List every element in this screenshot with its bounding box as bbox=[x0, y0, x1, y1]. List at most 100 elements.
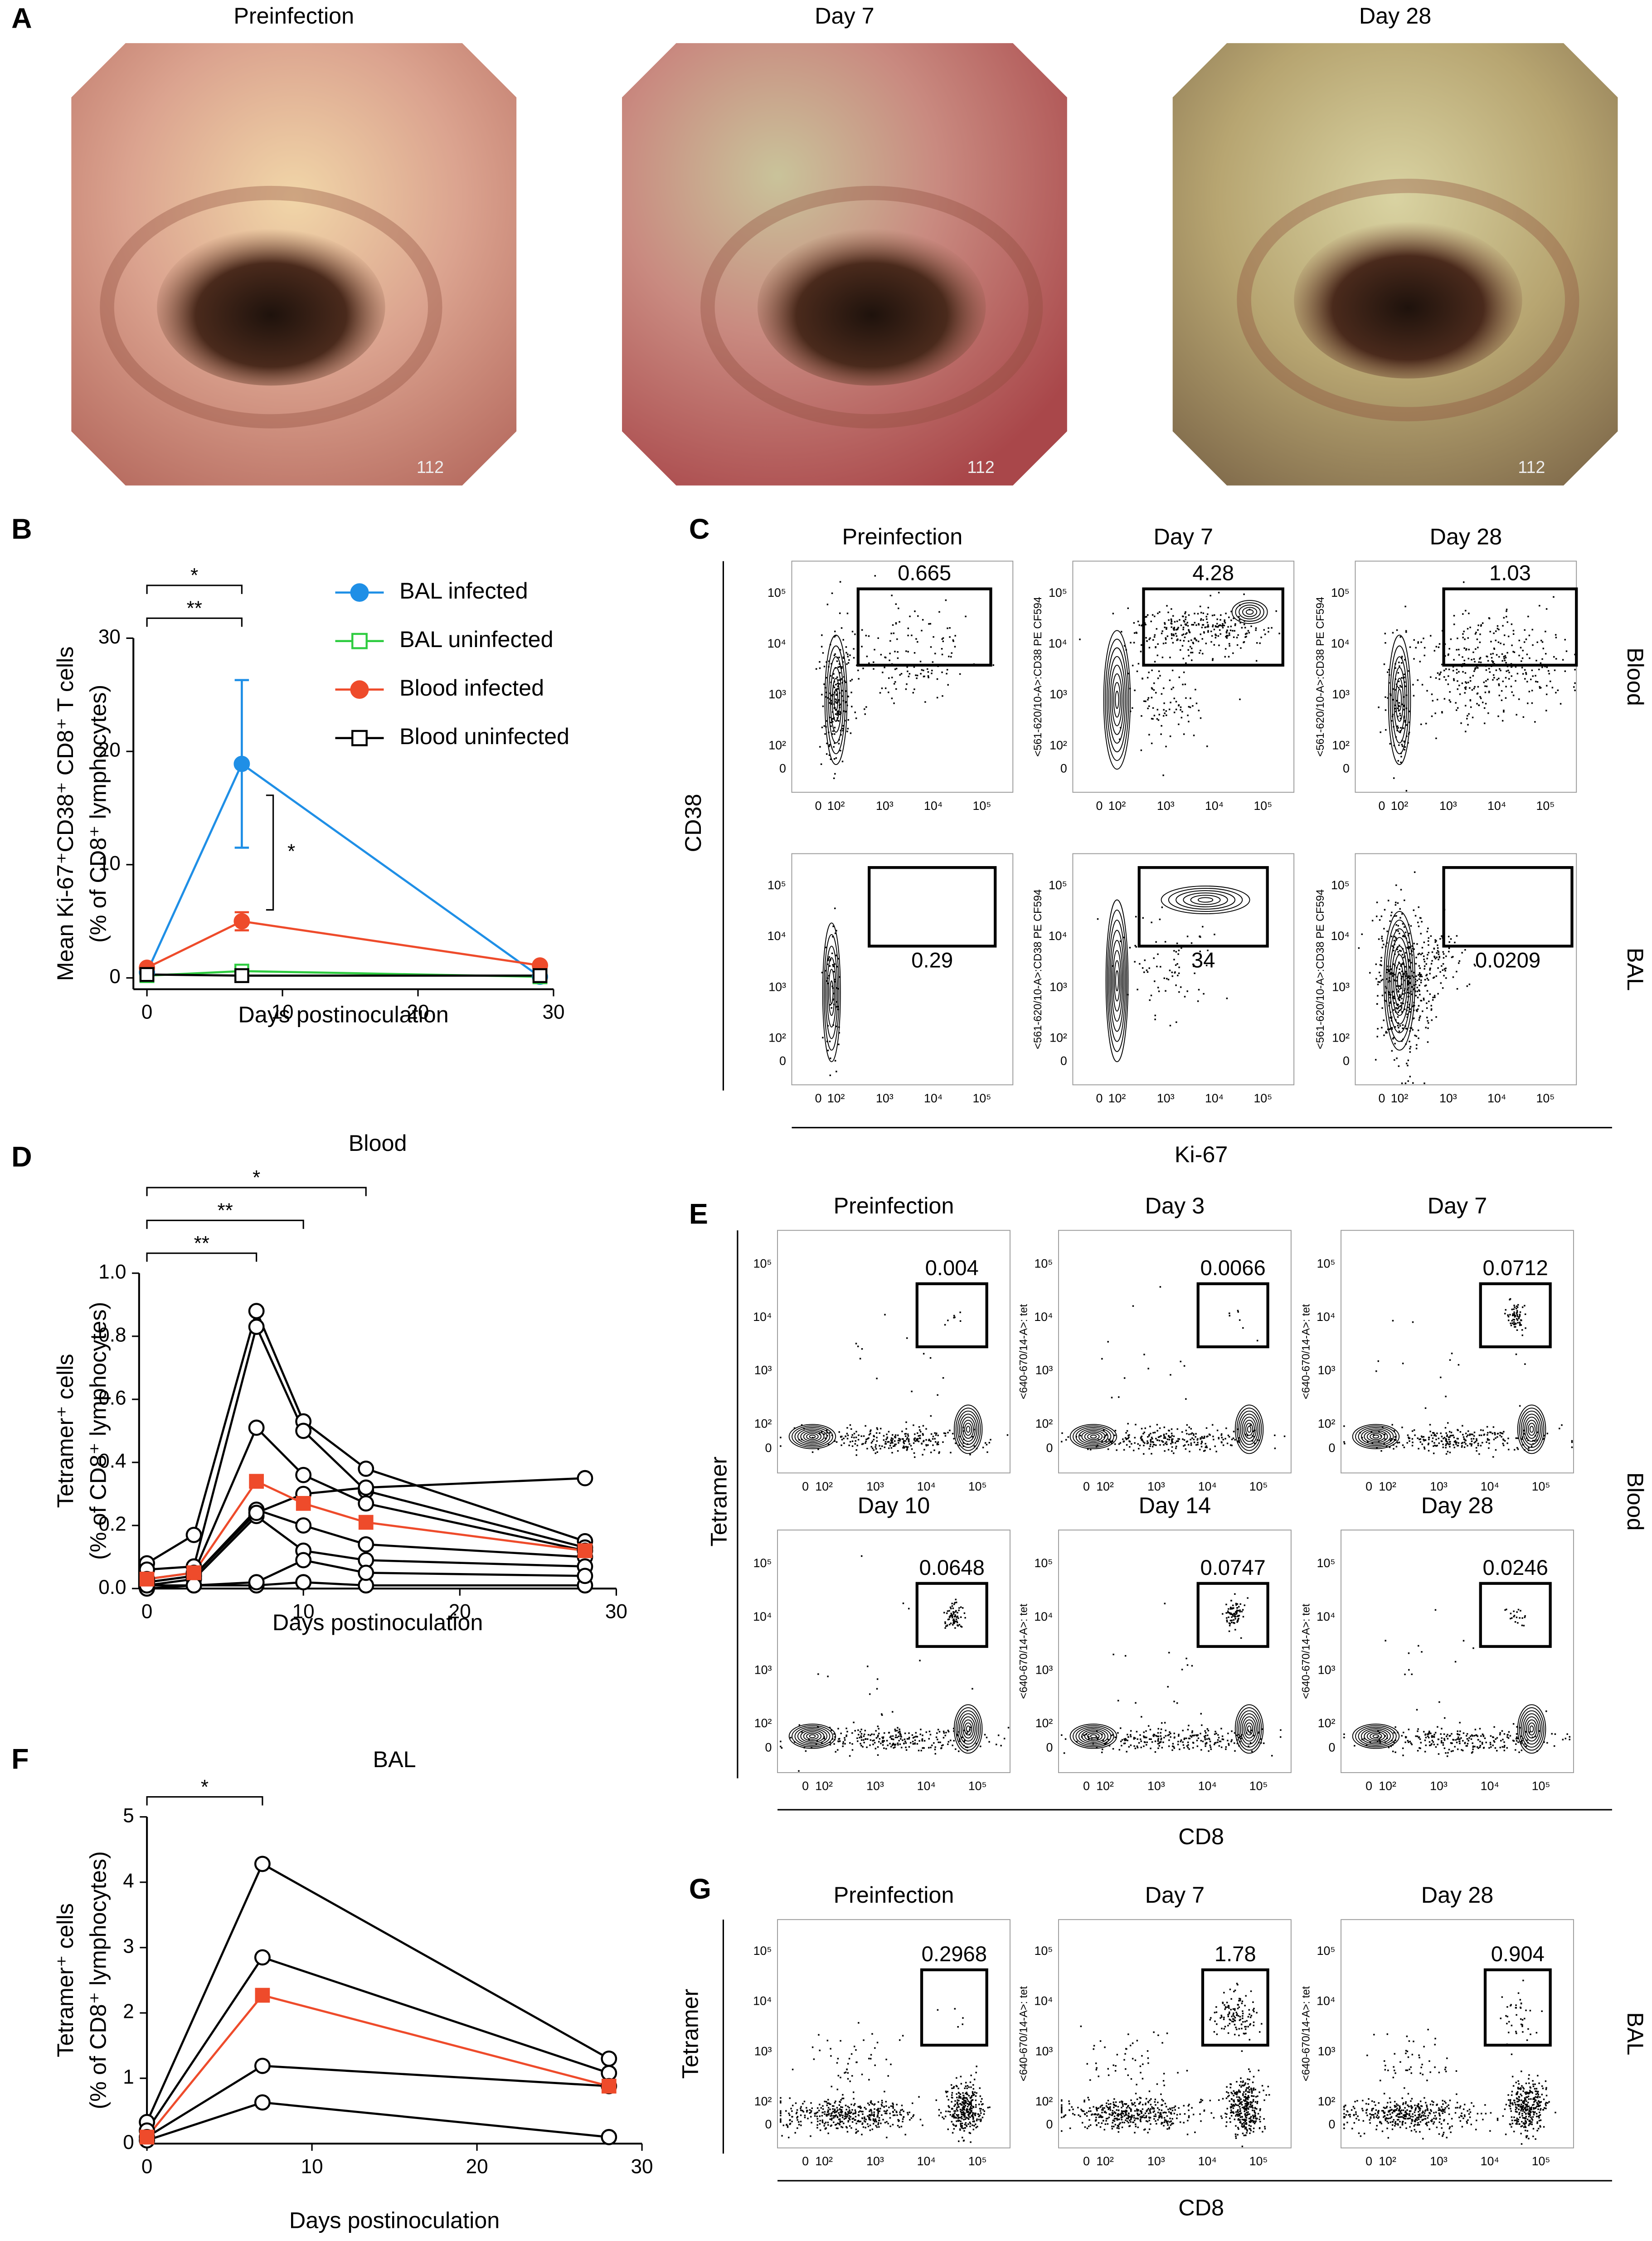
event-dot bbox=[1187, 1444, 1190, 1446]
event-dot bbox=[851, 706, 853, 707]
event-dot bbox=[1392, 1038, 1394, 1040]
event-dot bbox=[1404, 989, 1405, 992]
event-dot bbox=[960, 2124, 962, 2126]
event-dot bbox=[967, 2085, 968, 2087]
event-dot bbox=[877, 1754, 879, 1756]
event-dot bbox=[1505, 616, 1507, 618]
contour bbox=[964, 1722, 972, 1736]
event-dot bbox=[870, 2119, 871, 2121]
event-dot bbox=[1462, 633, 1464, 635]
event-dot bbox=[957, 2117, 959, 2119]
event-dot bbox=[841, 760, 844, 762]
event-dot bbox=[836, 1441, 838, 1443]
event-dot bbox=[1403, 709, 1405, 711]
event-dot bbox=[834, 2108, 836, 2110]
event-dot bbox=[1227, 1739, 1229, 1742]
event-dot bbox=[1200, 717, 1202, 719]
event-dot bbox=[867, 2125, 870, 2128]
event-dot bbox=[1205, 1427, 1208, 1429]
event-dot bbox=[948, 1610, 950, 1612]
event-dot bbox=[1397, 1007, 1399, 1009]
event-dot bbox=[949, 1615, 952, 1617]
gate bbox=[915, 1282, 988, 1349]
event-dot bbox=[1191, 1665, 1193, 1667]
event-dot bbox=[980, 2108, 982, 2110]
event-dot bbox=[969, 2132, 972, 2134]
event-dot bbox=[876, 1437, 878, 1438]
event-dot bbox=[845, 1435, 846, 1437]
event-dot bbox=[1088, 1736, 1090, 1738]
event-dot bbox=[828, 2102, 830, 2104]
event-dot bbox=[1559, 1427, 1560, 1429]
contour bbox=[1161, 885, 1250, 915]
event-dot bbox=[960, 2111, 962, 2114]
event-dot bbox=[1478, 1434, 1481, 1436]
event-dot bbox=[1456, 672, 1458, 674]
event-dot bbox=[1413, 972, 1415, 974]
channel-label: <640-670/14-A>: tet bbox=[1018, 1304, 1030, 1399]
event-dot bbox=[1171, 619, 1172, 621]
event-dot bbox=[1186, 935, 1189, 937]
event-dot bbox=[1173, 697, 1175, 699]
event-dot bbox=[810, 2111, 812, 2114]
event-dot bbox=[1469, 677, 1471, 679]
event-dot bbox=[1512, 1314, 1515, 1316]
event-dot bbox=[1097, 1738, 1098, 1740]
event-dot bbox=[1095, 1736, 1098, 1738]
event-dot bbox=[1428, 1437, 1430, 1438]
event-dot bbox=[832, 2110, 834, 2113]
event-dot bbox=[1433, 1734, 1435, 1735]
gate bbox=[1442, 587, 1578, 667]
event-dot bbox=[1228, 1630, 1230, 1632]
event-dot bbox=[1079, 638, 1081, 640]
event-dot bbox=[1187, 1729, 1189, 1730]
event-dot bbox=[1401, 976, 1403, 978]
event-dot bbox=[912, 692, 914, 694]
event-dot bbox=[1166, 978, 1168, 980]
event-dot bbox=[836, 954, 838, 956]
event-dot bbox=[862, 2110, 864, 2113]
event-dot bbox=[1369, 1741, 1371, 1743]
significance-label: ** bbox=[217, 1199, 233, 1222]
event-dot bbox=[1222, 1438, 1224, 1441]
event-dot bbox=[1408, 1652, 1410, 1654]
event-dot bbox=[1424, 1082, 1425, 1084]
y-tick-label: 10³ bbox=[1318, 1663, 1336, 1676]
event-dot bbox=[913, 1424, 914, 1426]
event-dot bbox=[1401, 963, 1403, 965]
event-dot bbox=[1153, 1734, 1156, 1736]
event-dot bbox=[909, 1742, 912, 1744]
event-dot bbox=[1539, 687, 1541, 689]
event-dot bbox=[821, 2115, 823, 2117]
event-dot bbox=[1423, 955, 1425, 957]
event-dot bbox=[1531, 1445, 1533, 1447]
event-dot bbox=[1501, 1436, 1502, 1438]
event-dot bbox=[1398, 702, 1400, 704]
event-dot bbox=[1398, 662, 1400, 663]
event-dot bbox=[860, 1743, 861, 1744]
event-dot bbox=[1465, 1745, 1467, 1747]
event-dot bbox=[1431, 1735, 1433, 1738]
event-dot bbox=[1396, 1057, 1398, 1059]
event-dot bbox=[829, 744, 831, 746]
event-dot bbox=[976, 2119, 978, 2122]
event-dot bbox=[894, 1730, 896, 1732]
y-tick-label: 10² bbox=[1332, 738, 1350, 752]
event-dot bbox=[1417, 1730, 1419, 1732]
event-dot bbox=[1101, 1441, 1103, 1442]
event-dot bbox=[857, 2119, 860, 2122]
event-dot bbox=[1518, 1751, 1520, 1753]
event-dot bbox=[843, 2118, 845, 2120]
event-dot bbox=[855, 1343, 857, 1345]
event-dot bbox=[1120, 1740, 1122, 1742]
event-dot bbox=[1394, 1002, 1395, 1004]
event-dot bbox=[1181, 645, 1184, 647]
event-dot bbox=[1402, 923, 1404, 925]
event-dot bbox=[1465, 1432, 1467, 1434]
event-dot bbox=[1417, 997, 1419, 999]
event-dot bbox=[941, 653, 943, 656]
event-dot bbox=[1399, 1005, 1401, 1007]
event-dot bbox=[1523, 641, 1526, 643]
event-dot bbox=[934, 1441, 937, 1443]
event-dot bbox=[1430, 1744, 1432, 1746]
